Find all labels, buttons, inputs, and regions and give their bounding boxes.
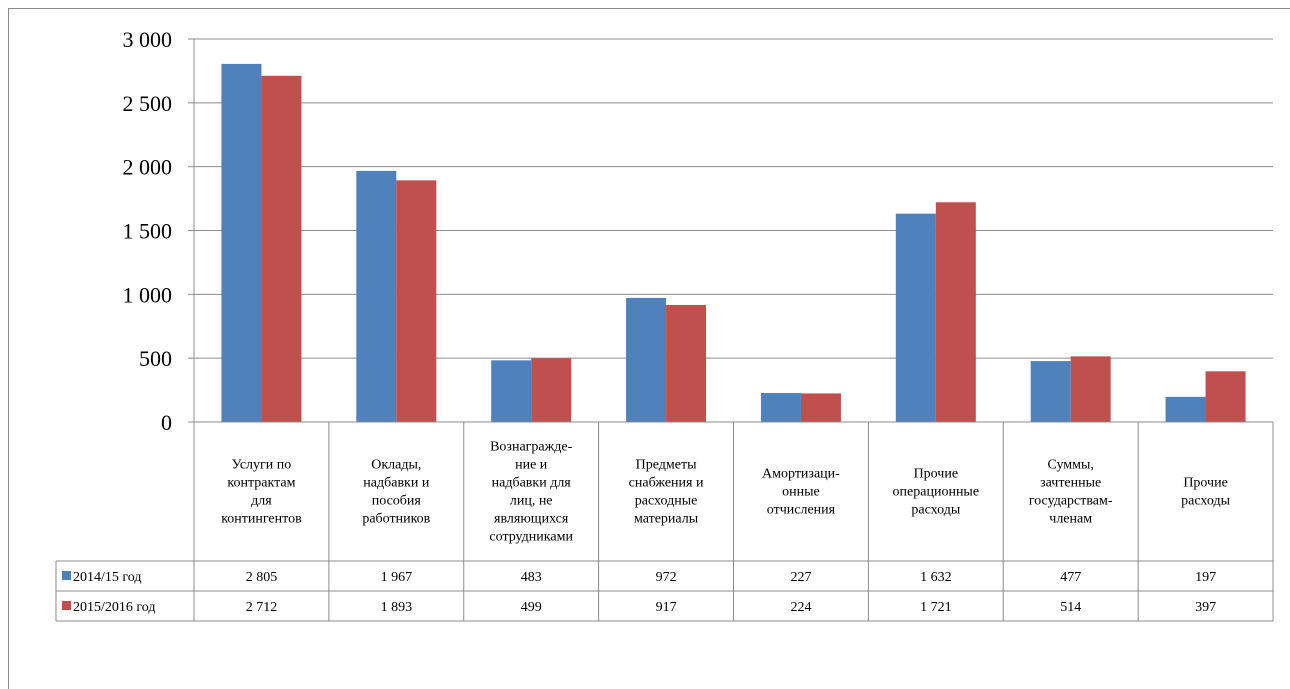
bar-series2 <box>800 393 841 422</box>
category-label: для <box>251 494 272 509</box>
category-label: работников <box>362 512 430 527</box>
chart-frame <box>8 8 1290 689</box>
y-tick-label: 2 000 <box>123 155 173 180</box>
bar-series1 <box>1030 361 1071 422</box>
bar-series2 <box>531 358 572 422</box>
category-label: Прочие <box>914 467 959 482</box>
category-label: Суммы, <box>1047 458 1093 473</box>
bar-series2 <box>1070 356 1111 422</box>
bar-series2 <box>666 304 707 422</box>
category-label: Прочие <box>1183 476 1228 491</box>
category-label: членам <box>1049 512 1092 527</box>
category-label: Вознагражде- <box>490 440 573 455</box>
bar-series1 <box>356 170 397 422</box>
legend-label: 2014/15 год <box>73 570 142 585</box>
category-label: контрактам <box>227 476 295 491</box>
legend-key <box>62 571 71 580</box>
bar-series1 <box>491 360 532 422</box>
data-value: 1 632 <box>920 570 952 585</box>
data-value: 197 <box>1195 570 1216 585</box>
data-value: 2 712 <box>246 600 278 615</box>
legend-label: 2015/2016 год <box>73 600 156 615</box>
category-label: ние и <box>515 458 548 473</box>
data-value: 397 <box>1195 600 1216 615</box>
category-label: отчисления <box>767 503 836 518</box>
category-label: государствам- <box>1029 494 1113 509</box>
category-label: расходы <box>911 503 960 518</box>
data-value: 1 967 <box>381 570 413 585</box>
bar-series1 <box>895 213 936 422</box>
data-value: 483 <box>521 570 542 585</box>
category-label: Амортизаци- <box>762 467 840 482</box>
category-label: зачтенные <box>1040 476 1101 491</box>
data-value: 499 <box>521 600 542 615</box>
data-value: 972 <box>656 570 677 585</box>
category-label: снабжения и <box>629 476 704 491</box>
category-label: контингентов <box>221 512 302 527</box>
category-label: надбавки для <box>492 476 572 491</box>
category-label: надбавки и <box>363 476 430 491</box>
data-value: 2 805 <box>246 570 278 585</box>
y-tick-label: 2 500 <box>123 91 173 116</box>
data-value: 917 <box>656 600 677 615</box>
bar-series2 <box>396 180 437 422</box>
category-label: пособия <box>372 494 422 509</box>
bar-series1 <box>1165 396 1206 422</box>
category-label: онные <box>782 485 820 500</box>
bar-series1 <box>626 297 667 422</box>
bar-series1 <box>221 63 262 423</box>
category-label: сотрудниками <box>489 530 573 545</box>
y-tick-label: 500 <box>139 346 172 371</box>
bar-series2 <box>261 75 302 422</box>
data-value: 1 893 <box>381 600 413 615</box>
category-label: Оклады, <box>371 458 421 473</box>
data-value: 477 <box>1060 570 1081 585</box>
category-label: операционные <box>893 485 980 500</box>
data-value: 227 <box>790 570 811 585</box>
data-value: 224 <box>790 600 811 615</box>
category-label: расходные <box>635 494 698 509</box>
bar-chart: 0 500 1 000 1 500 2 000 2 500 3 000 Услуги по ко… <box>55 27 1274 622</box>
data-value: 1 721 <box>920 600 952 615</box>
category-label: Предметы <box>636 458 697 473</box>
legend-key <box>62 601 71 610</box>
category-label: Услуги по <box>232 458 292 473</box>
data-value: 514 <box>1060 600 1081 615</box>
y-tick-label: 0 <box>161 410 172 435</box>
category-label: расходы <box>1181 494 1230 509</box>
category-label: лиц, не <box>510 494 553 509</box>
bar-series2 <box>1205 371 1246 422</box>
category-label: материалы <box>634 512 699 527</box>
y-tick-label: 3 000 <box>123 27 173 52</box>
bar-series2 <box>935 202 976 422</box>
y-tick-label: 1 000 <box>123 282 173 307</box>
bar-series1 <box>760 393 801 422</box>
category-label: являющихся <box>494 512 569 527</box>
y-tick-label: 1 500 <box>123 219 173 244</box>
